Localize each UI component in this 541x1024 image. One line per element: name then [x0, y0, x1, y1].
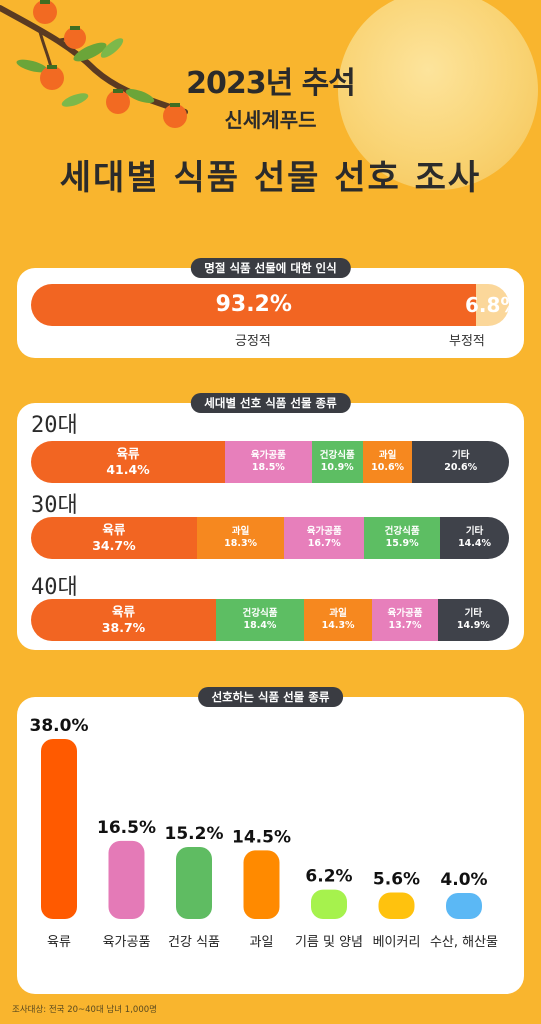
segment-30대-기타: 기타 14.4% [440, 517, 509, 559]
segment-name: 기타 [451, 450, 470, 462]
segment-value: 10.9% [320, 462, 354, 473]
segment-30대-과일: 과일 18.3% [196, 517, 285, 559]
perception-title: 명절 식품 선물에 대한 인식 [190, 258, 351, 278]
bar-category-label: 과일 [250, 935, 274, 950]
segment-value: 18.5% [251, 462, 285, 473]
segment-20대-육가공품: 육가공품 18.5% [225, 441, 312, 483]
preferred-card: 선호하는 식품 선물 종류 38.0% 육류 16.5% 육가공품 15.2% 건강 식품… [17, 687, 524, 994]
negative-segment: 6.8% [465, 284, 509, 326]
segment-name: 육류 [102, 522, 126, 538]
segment-40대-기타: 기타 14.9% [437, 599, 509, 641]
segment-value: 34.7% [92, 538, 136, 553]
bar-베이커리 [378, 892, 415, 919]
segment-name: 육류 [116, 446, 140, 462]
segment-20대-건강식품: 건강식품 10.9% [311, 441, 363, 483]
segment-name: 육가공품 [306, 526, 342, 538]
segment-name: 육가공품 [250, 450, 286, 462]
bar-value-label: 14.5% [232, 827, 291, 847]
segment-name: 건강식품 [319, 450, 355, 462]
positive-value: 93.2% [215, 292, 292, 318]
bar-육류 [41, 739, 77, 919]
generation-card: 세대별 선호 식품 선물 종류 20대 육류 41.4% 육가공품 18.5% 건강식품… [17, 393, 524, 650]
segment-value: 14.9% [456, 620, 490, 631]
segment-30대-육가공품: 육가공품 16.7% [284, 517, 365, 559]
generation-bar-40: 육류 38.7% 건강식품 18.4% 과일 14.3% 육가공품 13.7% 기타 14.9% [31, 599, 509, 641]
generation-title: 세대별 선호 식품 선물 종류 [190, 393, 351, 413]
segment-20대-기타: 기타 20.6% [412, 441, 509, 483]
moon-illustration [338, 0, 538, 190]
segment-40대-육류: 육류 38.7% [31, 599, 216, 641]
negative-label: 부정적 [449, 334, 485, 349]
age-label-30: 30대 [31, 493, 78, 518]
positive-segment: 93.2% [31, 284, 477, 326]
page-headline: 세대별 식품 선물 선호 조사 [59, 158, 482, 198]
segment-value: 14.3% [321, 620, 355, 631]
segment-name: 과일 [231, 526, 250, 538]
segment-20대-과일: 과일 10.6% [362, 441, 413, 483]
segment-name: 과일 [329, 608, 347, 620]
segment-30대-건강식품: 건강식품 15.9% [364, 517, 441, 559]
preferred-bar-chart: 38.0% 육류 16.5% 육가공품 15.2% 건강 식품 14.5% 과일 6.2% 기름 … [30, 716, 499, 950]
segment-value: 13.7% [388, 620, 422, 631]
segment-value: 16.7% [307, 538, 341, 549]
positive-label: 긍정적 [235, 334, 271, 349]
brand-name: 신세계푸드 [224, 108, 317, 132]
bar-건강 식품 [176, 847, 212, 919]
segment-value: 10.6% [371, 462, 405, 473]
segment-name: 기타 [464, 608, 483, 620]
segment-20대-육류: 육류 41.4% [31, 441, 225, 483]
segment-40대-육가공품: 육가공품 13.7% [372, 599, 438, 641]
survey-footnote: 조사대상: 전국 20~40대 남녀 1,000명 [12, 1005, 157, 1015]
generation-bar-20: 육류 41.4% 육가공품 18.5% 건강식품 10.9% 과일 10.6% 기타 20.6% [31, 441, 509, 483]
persimmon-branch-illustration [0, 0, 188, 128]
negative-value: 6.8% [465, 292, 509, 317]
bar-category-label: 기름 및 양념 [295, 935, 363, 950]
bar-value-label: 38.0% [30, 716, 89, 736]
bar-과일 [243, 850, 280, 919]
segment-name: 과일 [378, 450, 397, 462]
bar-수산, 해산물 [446, 893, 482, 919]
generation-bar-30: 육류 34.7% 과일 18.3% 육가공품 16.7% 건강식품 15.9% 기타 14.4% [31, 517, 509, 559]
bar-category-label: 육가공품 [103, 935, 151, 950]
segment-value: 41.4% [106, 462, 150, 477]
segment-40대-건강식품: 건강식품 18.4% [215, 599, 304, 641]
bar-category-label: 육류 [47, 935, 71, 950]
bar-육가공품 [108, 840, 145, 919]
segment-30대-육류: 육류 34.7% [31, 517, 197, 559]
bar-value-label: 16.5% [97, 818, 156, 838]
age-label-40: 40대 [31, 575, 78, 600]
bar-value-label: 4.0% [440, 870, 487, 890]
age-label-20: 20대 [31, 413, 78, 438]
segment-name: 육가공품 [387, 608, 423, 620]
segment-value: 38.7% [101, 620, 146, 635]
bar-기름 및 양념 [311, 889, 347, 919]
perception-card: 명절 식품 선물에 대한 인식 93.2% 6.8% 긍정적 부정적 [17, 258, 524, 358]
preferred-title: 선호하는 식품 선물 종류 [197, 687, 344, 707]
bar-value-label: 15.2% [165, 824, 224, 844]
page-title: 2023년 추석 [186, 66, 356, 101]
segment-name: 육류 [111, 604, 135, 620]
bar-value-label: 5.6% [373, 869, 420, 889]
segment-name: 기타 [465, 526, 484, 538]
segment-40대-과일: 과일 14.3% [303, 599, 373, 641]
segment-value: 15.9% [385, 538, 419, 549]
segment-name: 건강식품 [384, 526, 420, 538]
perception-bar: 93.2% 6.8% [31, 284, 509, 326]
segment-value: 18.3% [224, 538, 258, 549]
bar-category-label: 베이커리 [373, 935, 421, 950]
bar-category-label: 수산, 해산물 [430, 935, 498, 950]
segment-value: 20.6% [444, 462, 478, 473]
segment-value: 18.4% [243, 620, 277, 631]
segment-value: 14.4% [458, 538, 492, 549]
bar-value-label: 6.2% [305, 867, 352, 887]
bar-category-label: 건강 식품 [168, 935, 220, 950]
segment-name: 건강식품 [242, 608, 278, 620]
